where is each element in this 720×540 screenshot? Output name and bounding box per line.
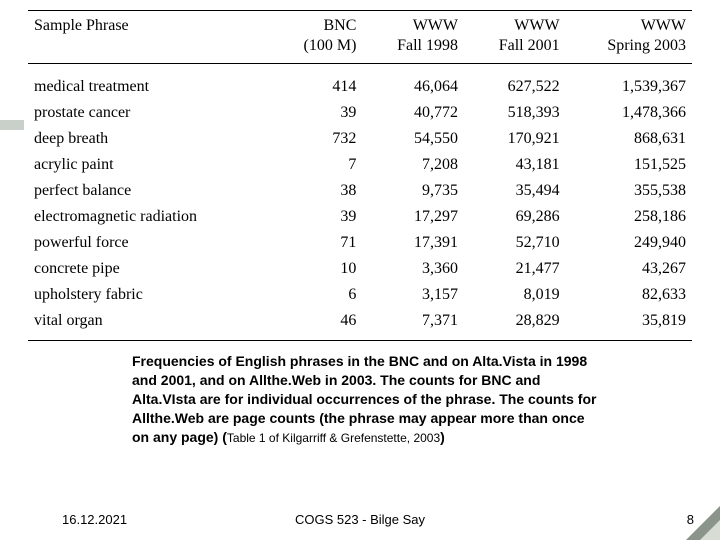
cell-val: 46 (272, 308, 362, 341)
caption-citation: Table 1 of Kilgarriff & Grefenstette, 20… (227, 431, 440, 445)
cell-val: 518,393 (464, 100, 566, 126)
col-subheader-www2: Fall 2001 (464, 37, 566, 64)
cell-val: 732 (272, 126, 362, 152)
cell-val: 43,181 (464, 152, 566, 178)
cell-val: 28,829 (464, 308, 566, 341)
cell-phrase: vital organ (28, 308, 272, 341)
page-curl-icon (686, 506, 720, 540)
cell-val: 54,550 (362, 126, 464, 152)
col-subheader-www1: Fall 1998 (362, 37, 464, 64)
col-subheader-bnc: (100 M) (272, 37, 362, 64)
cell-val: 40,772 (362, 100, 464, 126)
table-row: medical treatment41446,064627,5221,539,3… (28, 64, 692, 101)
cell-val: 82,633 (566, 282, 692, 308)
cell-val: 38 (272, 178, 362, 204)
col-header-phrase: Sample Phrase (28, 11, 272, 38)
cell-phrase: concrete pipe (28, 256, 272, 282)
cell-val: 151,525 (566, 152, 692, 178)
footer-center: COGS 523 - Bilge Say (295, 512, 425, 527)
table-row: acrylic paint77,20843,181151,525 (28, 152, 692, 178)
cell-val: 1,539,367 (566, 64, 692, 101)
table-row: deep breath73254,550170,921868,631 (28, 126, 692, 152)
table-row: perfect balance389,73535,494355,538 (28, 178, 692, 204)
table-row: prostate cancer3940,772518,3931,478,366 (28, 100, 692, 126)
footer-date: 16.12.2021 (62, 512, 127, 527)
table-row: vital organ467,37128,82935,819 (28, 308, 692, 341)
cell-val: 52,710 (464, 230, 566, 256)
col-header-www2: WWW (464, 11, 566, 38)
col-subheader-www3: Spring 2003 (566, 37, 692, 64)
cell-val: 17,391 (362, 230, 464, 256)
cell-val: 258,186 (566, 204, 692, 230)
cell-phrase: electromagnetic radiation (28, 204, 272, 230)
table-body: medical treatment41446,064627,5221,539,3… (28, 64, 692, 341)
cell-val: 6 (272, 282, 362, 308)
cell-phrase: powerful force (28, 230, 272, 256)
cell-val: 7,371 (362, 308, 464, 341)
cell-val: 71 (272, 230, 362, 256)
cell-val: 414 (272, 64, 362, 101)
cell-val: 627,522 (464, 64, 566, 101)
cell-val: 170,921 (464, 126, 566, 152)
cell-phrase: perfect balance (28, 178, 272, 204)
col-header-bnc: BNC (272, 11, 362, 38)
table-row: upholstery fabric63,1578,01982,633 (28, 282, 692, 308)
cell-val: 39 (272, 100, 362, 126)
col-header-www3: WWW (566, 11, 692, 38)
cell-val: 35,819 (566, 308, 692, 341)
table-row: powerful force7117,39152,710249,940 (28, 230, 692, 256)
cell-phrase: acrylic paint (28, 152, 272, 178)
side-accent (0, 120, 24, 130)
col-header-www1: WWW (362, 11, 464, 38)
cell-val: 69,286 (464, 204, 566, 230)
col-subheader-phrase (28, 37, 272, 64)
table-row: concrete pipe103,36021,47743,267 (28, 256, 692, 282)
cell-val: 46,064 (362, 64, 464, 101)
cell-val: 10 (272, 256, 362, 282)
cell-val: 17,297 (362, 204, 464, 230)
cell-phrase: medical treatment (28, 64, 272, 101)
cell-val: 868,631 (566, 126, 692, 152)
table-caption: Frequencies of English phrases in the BN… (132, 352, 602, 446)
cell-phrase: prostate cancer (28, 100, 272, 126)
caption-tail: ) (440, 429, 445, 445)
frequency-table: Sample Phrase BNC WWW WWW WWW (100 M) Fa… (28, 10, 692, 341)
cell-val: 249,940 (566, 230, 692, 256)
cell-val: 43,267 (566, 256, 692, 282)
cell-phrase: upholstery fabric (28, 282, 272, 308)
cell-val: 3,360 (362, 256, 464, 282)
cell-val: 35,494 (464, 178, 566, 204)
cell-val: 39 (272, 204, 362, 230)
cell-val: 21,477 (464, 256, 566, 282)
cell-val: 8,019 (464, 282, 566, 308)
table-row: electromagnetic radiation3917,29769,2862… (28, 204, 692, 230)
frequency-table-container: Sample Phrase BNC WWW WWW WWW (100 M) Fa… (0, 0, 720, 341)
cell-val: 7,208 (362, 152, 464, 178)
cell-val: 9,735 (362, 178, 464, 204)
cell-val: 7 (272, 152, 362, 178)
cell-val: 355,538 (566, 178, 692, 204)
cell-val: 1,478,366 (566, 100, 692, 126)
cell-phrase: deep breath (28, 126, 272, 152)
cell-val: 3,157 (362, 282, 464, 308)
